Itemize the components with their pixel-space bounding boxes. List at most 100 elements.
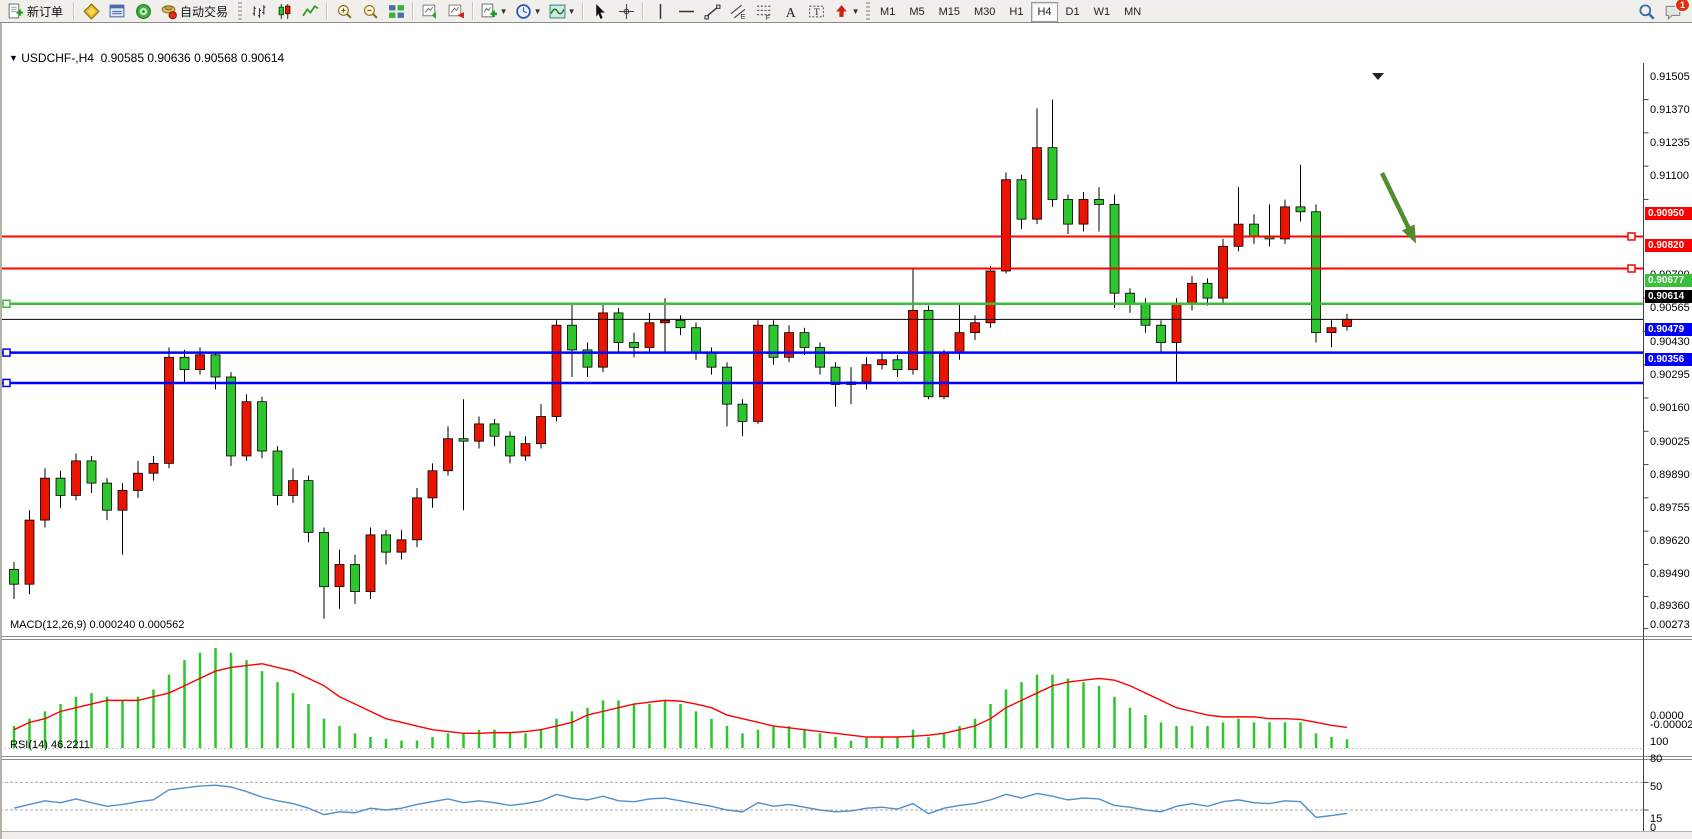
timeframe-toolbar: M1 M5 M15 M30 H1 H4 D1 W1 MN [873,2,1148,22]
trendline-button[interactable] [700,0,724,22]
data-window-button[interactable] [105,0,129,22]
horizontal-line-icon [678,10,694,12]
rsi-axis-label: 15 [1650,813,1663,826]
timeframe-M30[interactable]: M30 [974,6,996,18]
macd-axis-max: 0.00273 [1650,619,1690,631]
macd-signal-value: 0.000562 [138,619,185,631]
chart-shift-icon [448,4,464,18]
window-bottom-border [0,831,1692,839]
cursor-button[interactable] [588,0,612,22]
auto-trading-label: 自动交易 [180,4,229,19]
auto-scroll-icon [422,4,436,19]
indicators-button[interactable]: ▼ [546,0,578,22]
crosshair-icon [618,3,634,19]
zoom-in-button[interactable] [332,0,356,22]
timeframe-M5[interactable]: M5 [909,6,925,18]
auto-scroll-button[interactable] [418,0,442,22]
ohlc-low: 0.90568 [194,51,238,65]
chart-title: ▼ USDCHF-,H4 0.90585 0.90636 0.90568 0.9… [9,51,284,65]
toolbar-separator [326,2,329,20]
price-tick-label: 0.90430 [1650,335,1690,348]
timeframe-M15[interactable]: M15 [938,6,960,18]
price-badge-0.90820: 0.90820 [1645,239,1692,252]
toolbar-separator [472,2,475,20]
rsi-label: RSI(14) 46.2211 [10,739,90,751]
new-order-label: 新订单 [27,4,64,19]
price-badge-0.90950: 0.90950 [1645,206,1692,220]
chart-shift-button[interactable] [444,0,468,22]
navigator-icon [135,3,151,19]
line-chart-button[interactable] [298,0,322,22]
timeframe-M1[interactable]: M1 [880,6,896,18]
price-tick-label: 0.89755 [1650,502,1690,515]
navigator-button[interactable] [131,0,155,22]
toolbar-grip [866,2,871,20]
tile-windows-button[interactable] [384,0,408,22]
text-button[interactable]: A [778,0,802,22]
collapse-icon[interactable]: ▼ [9,53,18,63]
market-watch-button[interactable] [79,0,103,22]
crosshair-button[interactable] [614,0,638,22]
search-button[interactable] [1635,1,1659,23]
price-chart-canvas[interactable] [0,23,1692,839]
bar-chart-icon [252,4,265,18]
market-watch-icon [82,2,100,20]
svg-text:A: A [785,4,795,19]
search-icon [1639,4,1655,20]
chevron-down-icon: ▼ [567,6,576,16]
macd-label: MACD(12,26,9) 0.000240 0.000562 [10,619,185,631]
fibonacci-button[interactable]: F [752,0,776,22]
text-label-icon: T [808,5,824,18]
text-label-button[interactable]: T [804,0,828,22]
new-chart-button[interactable]: ▼ [478,0,510,22]
chat-button[interactable]: 1 [1661,0,1690,23]
chevron-down-icon: ▼ [533,6,542,16]
vertical-line-button[interactable] [648,0,672,22]
svg-text:F: F [765,13,770,20]
horizontal-line-button[interactable] [674,0,698,22]
auto-trading-button[interactable]: 自动交易 [157,0,234,22]
line-chart-icon [301,4,318,16]
svg-text:T: T [813,7,819,18]
chart-window: ▼ USDCHF-,H4 0.90585 0.90636 0.90568 0.9… [0,23,1692,839]
timeframe-D1[interactable]: D1 [1065,6,1080,18]
rsi-axis-label: 50 [1650,781,1663,793]
tile-windows-icon [388,4,404,18]
toolbar-right-group: 1 [1634,0,1690,23]
candlestick-chart-icon [278,3,290,19]
zoom-out-button[interactable] [358,0,382,22]
price-badge-0.90614: 0.90614 [1645,289,1692,303]
timeframe-W1[interactable]: W1 [1093,6,1111,18]
zoom-in-icon [337,4,352,19]
new-order-button[interactable]: 新订单 [4,0,69,22]
rsi-axis-label: 0 [1650,822,1657,834]
macd-axis-min: -0.000024 [1650,719,1692,731]
timeframe-H4[interactable]: H4 [1031,2,1058,22]
price-tick-label: 0.91370 [1650,103,1690,116]
price-tick-label: 0.89620 [1650,535,1690,548]
cursor-icon [595,3,605,19]
chat-unread-badge: 1 [1674,0,1690,12]
timeframe-H1[interactable]: H1 [1009,6,1024,18]
profiles-button[interactable]: ▼ [512,0,544,22]
trendline-icon [704,4,720,19]
price-tick-label: 0.90565 [1650,302,1690,315]
macd-main-value: 0.000240 [89,619,136,631]
price-badge-0.90677: 0.90677 [1645,274,1692,288]
channel-button[interactable]: E [726,0,750,22]
toolbar-separator [582,2,585,20]
rsi-axis-label: 80 [1650,753,1663,766]
new-order-icon [8,3,23,18]
toolbar-separator [73,2,76,20]
arrows-tool-button[interactable]: ▼ [830,0,862,22]
new-chart-icon [481,3,497,17]
bar-chart-button[interactable] [246,0,270,22]
price-tick-label: 0.90160 [1650,402,1690,415]
price-tick-label: 0.89360 [1650,599,1690,612]
timeframe-MN[interactable]: MN [1124,6,1142,18]
ohlc-high: 0.90636 [147,51,191,65]
toolbar-grip [238,2,243,20]
window-left-border [0,23,2,839]
candlestick-chart-button[interactable] [272,0,296,22]
price-tick-label: 0.89490 [1650,567,1690,580]
